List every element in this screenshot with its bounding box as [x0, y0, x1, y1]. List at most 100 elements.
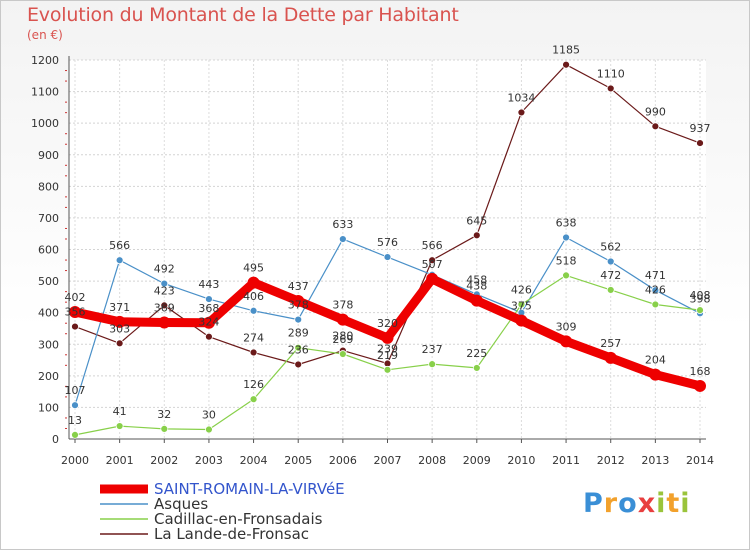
data-label: 423: [154, 284, 175, 297]
data-point: [651, 286, 660, 295]
data-label: 371: [109, 301, 130, 314]
data-label: 1185: [552, 44, 580, 57]
data-label: 225: [466, 347, 487, 360]
legend-label-2: Cadillac-en-Fronsadais: [154, 510, 323, 528]
logo-letter: x: [637, 488, 657, 519]
data-point: [247, 276, 260, 289]
data-label: 566: [109, 239, 130, 252]
data-point: [472, 231, 481, 240]
data-point: [294, 315, 303, 324]
data-label: 398: [690, 292, 711, 305]
data-point: [604, 351, 617, 364]
data-label: 518: [556, 254, 577, 267]
chart-title: Evolution du Montant de la Dette par Hab…: [27, 4, 459, 26]
data-label: 126: [243, 378, 264, 391]
x-tick-label: 2012: [597, 454, 625, 467]
x-tick-label: 2006: [329, 454, 357, 467]
data-point: [562, 271, 570, 280]
y-tick-label: 600: [38, 244, 59, 257]
data-label: 426: [511, 283, 532, 296]
data-point: [649, 368, 662, 381]
data-point: [249, 306, 258, 315]
data-label: 257: [600, 337, 621, 350]
x-tick-label: 2004: [240, 454, 268, 467]
data-label: 443: [198, 278, 219, 291]
data-label: 492: [154, 263, 175, 276]
data-point: [562, 60, 570, 69]
data-label: 289: [288, 327, 309, 340]
data-label: 32: [157, 408, 171, 421]
data-label: 356: [65, 306, 86, 319]
data-label: 309: [556, 320, 577, 333]
proxiti-logo: Proxiti: [583, 488, 691, 519]
data-point: [428, 256, 437, 265]
data-label: 458: [466, 273, 487, 286]
y-tick-label: 1200: [31, 54, 59, 67]
data-point: [383, 253, 392, 261]
data-label: 303: [109, 322, 130, 335]
data-label: 566: [422, 239, 443, 252]
x-tick-label: 2003: [195, 454, 223, 467]
data-point: [205, 425, 213, 434]
data-label: 107: [65, 384, 86, 397]
y-tick-label: 400: [38, 307, 59, 320]
data-point: [69, 306, 81, 319]
data-point: [338, 235, 347, 243]
data-point: [158, 316, 171, 329]
data-label: 495: [243, 262, 264, 275]
data-label: 13: [68, 414, 82, 427]
data-point: [336, 313, 349, 326]
y-tick-label: 1100: [31, 86, 59, 99]
data-label: 426: [645, 283, 666, 296]
data-label: 239: [377, 343, 398, 356]
data-point: [560, 335, 573, 348]
data-label: 375: [511, 300, 532, 313]
logo-letter: t: [666, 488, 681, 519]
logo-letter: o: [618, 488, 638, 519]
data-point: [71, 401, 79, 410]
data-label: 937: [690, 122, 711, 135]
data-point: [470, 294, 483, 307]
data-point: [71, 322, 79, 331]
y-tick-label: 800: [38, 180, 59, 193]
data-label: 438: [466, 280, 487, 293]
data-point: [428, 360, 437, 369]
data-point: [160, 279, 169, 288]
data-label: 472: [600, 269, 621, 282]
y-tick-label: 0: [52, 433, 59, 446]
data-label: 576: [377, 236, 398, 249]
y-tick-label: 200: [38, 370, 59, 383]
logo-letter: i: [656, 488, 667, 519]
data-point: [249, 348, 258, 357]
x-tick-label: 2007: [374, 454, 402, 467]
data-label: 168: [690, 365, 711, 378]
legend-label-1: Asques: [154, 495, 208, 513]
data-label: 408: [690, 289, 711, 302]
logo-letter: i: [680, 488, 691, 519]
data-point: [696, 306, 704, 315]
y-tick-label: 500: [38, 275, 59, 288]
data-label: 204: [645, 354, 666, 367]
data-label: 378: [288, 299, 309, 312]
data-point: [694, 379, 706, 392]
data-point: [517, 300, 526, 309]
logo-letter: P: [583, 488, 604, 519]
data-point: [472, 364, 481, 372]
x-tick-label: 2013: [641, 454, 669, 467]
data-point: [205, 295, 213, 303]
data-point: [160, 301, 169, 310]
legend-label-0: SAINT-ROMAIN-LA-VIRVéE: [154, 480, 345, 498]
data-point: [696, 139, 704, 147]
data-label: 1034: [507, 91, 535, 104]
data-label: 507: [422, 258, 443, 271]
unit-label: (en €): [27, 28, 63, 42]
data-point: [606, 286, 615, 294]
x-tick-label: 2008: [418, 454, 446, 467]
data-label: 437: [288, 280, 309, 293]
y-tick-label: 1000: [31, 117, 59, 130]
data-point: [202, 316, 215, 329]
data-label: 219: [377, 349, 398, 362]
data-point: [562, 233, 570, 242]
y-tick-label: 700: [38, 212, 59, 225]
